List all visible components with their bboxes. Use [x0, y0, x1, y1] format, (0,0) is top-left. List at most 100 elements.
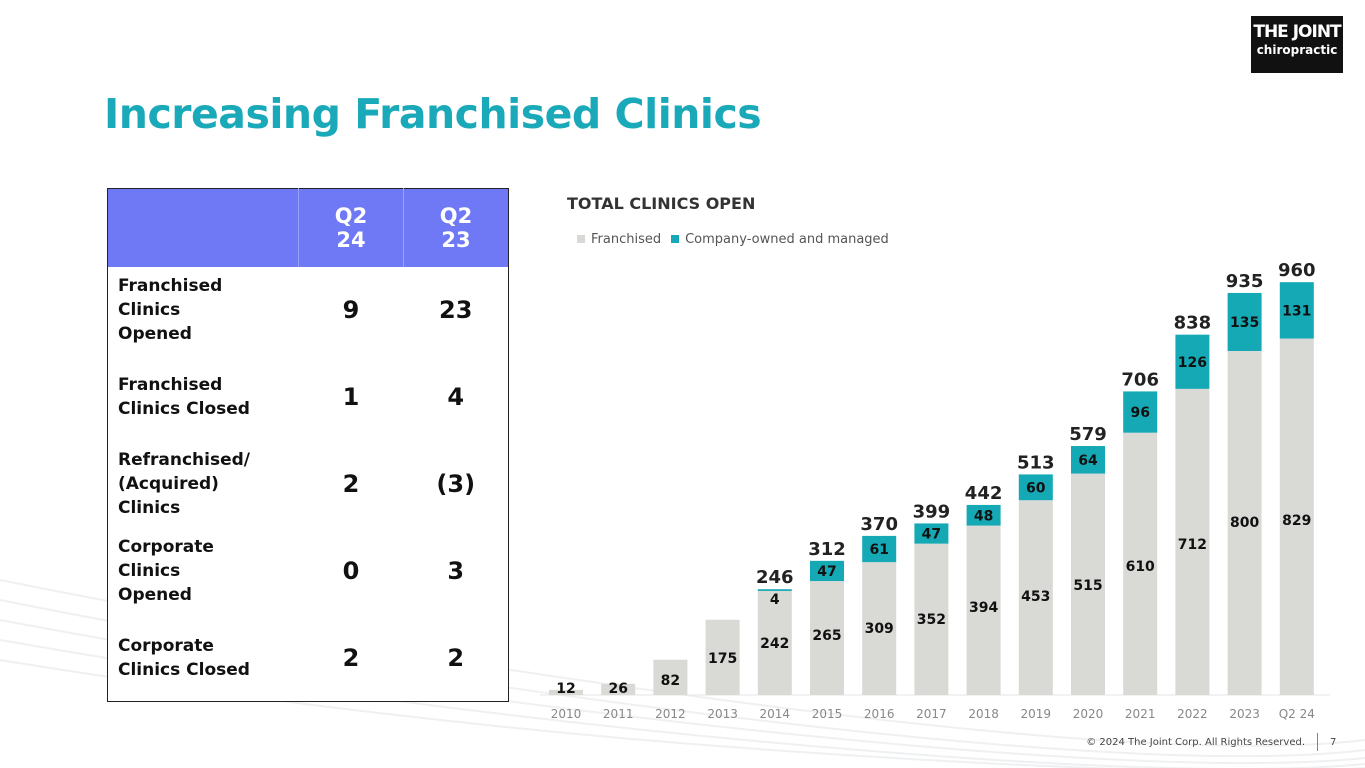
bar-franchised	[966, 525, 1001, 695]
x-tick-label: 2019	[1021, 707, 1052, 721]
table-header: Q2 23	[403, 188, 509, 267]
bar-franchised	[549, 689, 583, 695]
data-label-franchised: 394	[969, 600, 998, 616]
table-row: Refranchised/ (Acquired) Clinics 2 (3)	[107, 440, 509, 528]
data-label-total: 312	[808, 539, 846, 560]
x-tick-label: 2010	[551, 707, 582, 721]
data-label-total: 579	[1069, 424, 1107, 445]
data-label-franchised: 242	[760, 636, 789, 652]
chart-legend: Franchised Company-owned and managed	[577, 232, 889, 247]
row-value: 4	[403, 353, 509, 441]
data-label-franchised: 829	[1282, 513, 1311, 529]
legend-label: Franchised	[591, 232, 662, 247]
bar-company-owned	[1175, 334, 1210, 389]
bar-franchised	[1018, 500, 1053, 695]
data-label-company-owned: 126	[1178, 355, 1207, 371]
row-label: Franchised Clinics Closed	[107, 353, 299, 441]
footer-divider	[1317, 733, 1318, 751]
logo-subtext: chiropractic	[1256, 43, 1338, 57]
data-label-total: 935	[1226, 271, 1264, 292]
bar-company-owned	[966, 504, 1001, 526]
row-value: 2	[298, 440, 404, 528]
bar-company-owned	[1227, 292, 1262, 351]
bar-company-owned	[914, 523, 949, 544]
page-title: Increasing Franchised Clinics	[104, 90, 762, 138]
data-label-total: 838	[1174, 313, 1212, 334]
x-tick-label: 2014	[760, 707, 791, 721]
data-label-company-owned: 131	[1282, 303, 1311, 319]
data-label-company-owned: 64	[1078, 453, 1098, 469]
bar-franchised	[1071, 473, 1105, 695]
legend-item-franchised: Franchised	[577, 232, 661, 247]
chart-title: TOTAL CLINICS OPEN	[567, 194, 756, 213]
x-tick-label: 2021	[1125, 707, 1156, 721]
data-label-total: 706	[1121, 369, 1159, 390]
x-tick-label: 2023	[1229, 707, 1260, 721]
x-tick-label: 2022	[1177, 707, 1208, 721]
legend-label: Company-owned and managed	[685, 232, 889, 247]
bar-company-owned	[757, 589, 792, 591]
bar-franchised	[705, 619, 740, 695]
row-label: Corporate Clinics Opened	[107, 527, 299, 615]
bar-company-owned	[810, 560, 844, 582]
table-row: Corporate Clinics Opened 0 3	[107, 527, 509, 615]
row-label: Refranchised/ (Acquired) Clinics	[107, 440, 299, 528]
table-header: Q2 24	[298, 188, 404, 267]
table-header-row: Q2 24 Q2 23	[107, 188, 509, 267]
data-label-franchised: 265	[812, 628, 841, 644]
company-logo: THE JOINT chiropractic	[1251, 16, 1343, 73]
data-label-total: 246	[756, 567, 794, 588]
data-label-company-owned: 96	[1130, 405, 1149, 421]
row-value: 1	[298, 353, 404, 441]
table-row: Franchised Clinics Closed 1 4	[107, 353, 509, 441]
row-label: Corporate Clinics Closed	[107, 614, 299, 702]
data-label-franchised: 26	[608, 681, 627, 697]
bar-company-owned	[1071, 446, 1105, 474]
legend-swatch	[671, 235, 680, 243]
bar-franchised	[914, 543, 949, 695]
bar-company-owned	[1123, 391, 1158, 433]
x-tick-label: 2018	[968, 707, 999, 721]
data-label-company-owned: 61	[869, 542, 888, 558]
row-value: 23	[403, 266, 509, 354]
x-tick-label: 2020	[1073, 707, 1104, 721]
bar-franchised	[1123, 432, 1158, 695]
x-tick-label: Q2 24	[1279, 707, 1315, 721]
bar-company-owned	[1279, 282, 1314, 339]
logo-text: THE JOINT	[1253, 22, 1341, 42]
row-value: 2	[298, 614, 404, 702]
page-number: 7	[1330, 737, 1337, 748]
table-row: Corporate Clinics Closed 2 2	[107, 614, 509, 702]
x-tick-label: 2016	[864, 707, 895, 721]
bar-company-owned	[862, 535, 897, 563]
data-label-company-owned: 60	[1026, 480, 1046, 496]
data-label-total: 960	[1278, 260, 1316, 281]
bar-franchised	[862, 562, 897, 695]
data-label-franchised: 453	[1021, 589, 1050, 605]
copyright: © 2024 The Joint Corp. All Rights Reserv…	[1086, 737, 1305, 748]
data-label-company-owned: 47	[817, 564, 836, 580]
bar-franchised	[1227, 351, 1262, 695]
x-tick-label: 2015	[812, 707, 843, 721]
data-label-franchised: 175	[708, 651, 737, 667]
x-tick-label: 2012	[655, 707, 686, 721]
bar-franchised	[757, 590, 792, 695]
data-label-franchised: 82	[661, 673, 680, 689]
data-label-total: 399	[913, 501, 951, 522]
x-tick-label: 2017	[916, 707, 947, 721]
row-value: 2	[403, 614, 509, 702]
data-label-franchised: 12	[556, 681, 575, 697]
data-label-company-owned: 135	[1230, 315, 1259, 331]
clinic-activity-table: Q2 24 Q2 23 Franchised Clinics Opened 9 23…	[107, 188, 509, 702]
row-value: 9	[298, 266, 404, 354]
x-tick-label: 2011	[603, 707, 634, 721]
data-label-company-owned: 47	[922, 527, 941, 543]
row-value: 3	[403, 527, 509, 615]
data-label-franchised: 800	[1230, 515, 1259, 531]
data-label-total: 370	[860, 514, 898, 535]
bar-franchised	[601, 683, 636, 695]
data-label-total: 513	[1017, 452, 1055, 473]
table-header	[107, 188, 299, 267]
bar-franchised	[1279, 338, 1314, 695]
row-value: 0	[298, 527, 404, 615]
